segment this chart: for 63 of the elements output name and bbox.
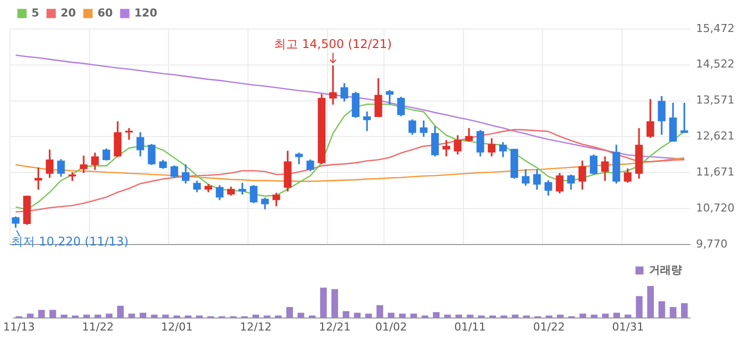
bar <box>466 314 474 318</box>
bar <box>670 306 676 318</box>
x-tick-label: 11/22 <box>82 320 114 334</box>
bar <box>26 314 34 318</box>
bar <box>354 312 361 318</box>
bar <box>117 306 124 318</box>
bar <box>365 314 372 318</box>
bar <box>636 296 643 318</box>
y-tick-label: 11,671 <box>696 165 734 178</box>
y-tick-label: 12,621 <box>696 130 734 143</box>
legend-label: 5 <box>32 6 40 20</box>
bar <box>252 314 260 318</box>
bar <box>647 286 654 318</box>
bar <box>38 310 45 318</box>
y-tick-label: 9,770 <box>696 237 728 250</box>
bar <box>342 311 350 318</box>
bar <box>320 288 327 318</box>
x-tick-label: 12/21 <box>318 320 351 334</box>
annotation: 최고 14,500 (12/21) <box>274 36 392 51</box>
bar <box>613 312 620 318</box>
bar <box>432 312 440 318</box>
y-tick-label: 10,720 <box>696 201 734 214</box>
x-tick-label: 12/12 <box>240 320 272 334</box>
legend-label: 120 <box>134 6 158 20</box>
annotation: 최저 10,220 (11/13) <box>11 234 129 249</box>
bar <box>60 314 68 318</box>
legend-label: 20 <box>60 6 76 20</box>
bar <box>556 314 564 318</box>
legend-label: 60 <box>97 6 114 20</box>
y-tick-label: 15,472 <box>696 22 734 35</box>
bar <box>624 314 632 318</box>
bar <box>455 314 462 318</box>
y-tick-label: 13,571 <box>696 94 734 107</box>
bar <box>602 314 609 318</box>
bar <box>106 314 112 318</box>
legend-label: 거래량 <box>649 263 682 276</box>
x-tick-label: 11/13 <box>3 320 35 334</box>
bar <box>376 305 384 318</box>
x-tick-label: 01/22 <box>533 320 565 334</box>
bar <box>128 314 136 318</box>
x-tick-label: 01/31 <box>612 320 644 334</box>
x-tick-label: 01/11 <box>454 320 486 334</box>
x-tick-label: 12/01 <box>160 320 193 334</box>
bar <box>580 314 586 318</box>
bar <box>140 312 146 318</box>
bar <box>162 314 169 318</box>
bar <box>388 312 394 318</box>
bar <box>286 306 293 318</box>
bar <box>150 314 158 318</box>
bar <box>444 314 451 318</box>
x-tick-label: 01/02 <box>375 320 407 334</box>
bar <box>681 303 688 318</box>
bar <box>94 314 102 318</box>
bar <box>83 314 90 318</box>
bar <box>590 314 598 318</box>
bar <box>410 314 418 318</box>
bar <box>49 310 56 318</box>
bar <box>399 314 406 318</box>
bar <box>298 312 304 318</box>
bar <box>331 289 338 318</box>
bar <box>658 301 666 318</box>
y-tick-label: 14,522 <box>696 58 734 71</box>
bar <box>512 314 519 318</box>
